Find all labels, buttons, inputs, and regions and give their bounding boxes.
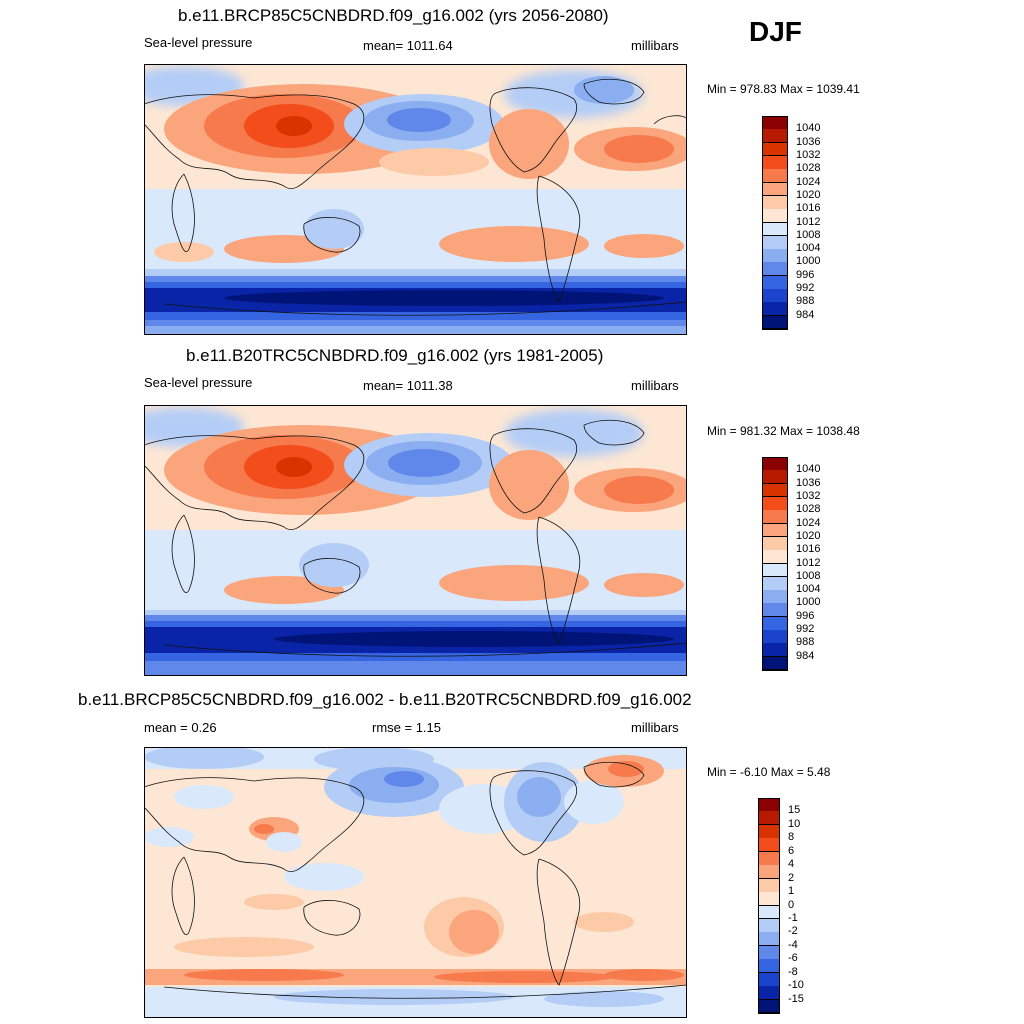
colorbar-tick-label: 1000 bbox=[796, 255, 821, 268]
colorbar-tick-label: 8 bbox=[788, 831, 795, 844]
colorbar-swatch bbox=[762, 656, 788, 671]
panel1-mean: mean= 1011.64 bbox=[363, 38, 453, 53]
panel3-units: millibars bbox=[631, 720, 679, 735]
panel1-title: b.e11.BRCP85C5CNBDRD.f09_g16.002 (yrs 20… bbox=[178, 6, 609, 25]
colorbar-frame bbox=[762, 116, 788, 329]
colorbar-tick-label: 992 bbox=[796, 623, 815, 636]
panel2-minmax: Min = 981.32 Max = 1038.48 bbox=[707, 424, 860, 438]
colorbar-tick-label: 4 bbox=[788, 858, 795, 871]
colorbar-tick-label: 1032 bbox=[796, 489, 821, 502]
colorbar-tick-label: 984 bbox=[796, 649, 815, 662]
colorbar-tick-label: 1004 bbox=[796, 242, 821, 255]
colorbar-tick-label: -8 bbox=[788, 965, 798, 978]
colorbar-tick-label: 1008 bbox=[796, 228, 821, 241]
colorbar-tick-label: 1004 bbox=[796, 583, 821, 596]
panel3-rmse: rmse = 1.15 bbox=[372, 720, 442, 735]
colorbar-tick-label: 1000 bbox=[796, 596, 821, 609]
colorbar-tick-label: 988 bbox=[796, 295, 815, 308]
panel1-units: millibars bbox=[631, 38, 679, 53]
panel2-mean: mean= 1011.38 bbox=[363, 378, 453, 393]
colorbar-tick-label: 1036 bbox=[796, 135, 821, 148]
colorbar-tick-label: 10 bbox=[788, 817, 801, 830]
colorbar-tick-label: 2 bbox=[788, 871, 795, 884]
colorbar-tick-label: 6 bbox=[788, 844, 795, 857]
panel2-left-label: Sea-level pressure bbox=[144, 375, 253, 390]
colorbar-tick-label: -1 bbox=[788, 911, 798, 924]
panel3-map bbox=[144, 747, 687, 1018]
colorbar-tick-label: 1024 bbox=[796, 175, 821, 188]
colorbar-tick-label: 1028 bbox=[796, 503, 821, 516]
colorbar-frame bbox=[762, 457, 788, 670]
colorbar-tick-label: 1012 bbox=[796, 215, 821, 228]
colorbar-swatch bbox=[762, 315, 788, 330]
colorbar-tick-label: 1040 bbox=[796, 122, 821, 135]
colorbar-tick-label: 15 bbox=[788, 804, 801, 817]
panel2-units: millibars bbox=[631, 378, 679, 393]
panel2-colorbar: 1040 1036 1032 1028 1024 1020 1016 1012 1008 1004… bbox=[762, 457, 820, 671]
colorbar-tick-label: 1036 bbox=[796, 476, 821, 489]
colorbar-tick-label: 1024 bbox=[796, 516, 821, 529]
colorbar-tick-label: 1012 bbox=[796, 556, 821, 569]
panel2-map bbox=[144, 405, 687, 676]
colorbar-tick-label: 0 bbox=[788, 898, 795, 911]
colorbar-tick-label: 1020 bbox=[796, 529, 821, 542]
colorbar-tick-label: 1032 bbox=[796, 148, 821, 161]
colorbar-tick-label: 1028 bbox=[796, 162, 821, 175]
colorbar-frame bbox=[758, 798, 780, 1013]
colorbar-tick-label: 992 bbox=[796, 282, 815, 295]
colorbar-tick-label: -15 bbox=[788, 992, 804, 1005]
colorbar-tick-label: 988 bbox=[796, 636, 815, 649]
colorbar-tick-label: 984 bbox=[796, 308, 815, 321]
colorbar-tick-label: 1016 bbox=[796, 543, 821, 556]
colorbar-tick-label: 1016 bbox=[796, 202, 821, 215]
panel2-title: b.e11.B20TRC5CNBDRD.f09_g16.002 (yrs 198… bbox=[186, 346, 604, 365]
panel1-map bbox=[144, 64, 687, 335]
panel3-colorbar: 15 10 8 6 4 2 1 0 -1 -2 -4 -6 -8 -10 -15 bbox=[758, 798, 804, 1014]
panel1-minmax: Min = 978.83 Max = 1039.41 bbox=[707, 82, 860, 96]
panel3-minmax: Min = -6.10 Max = 5.48 bbox=[707, 765, 831, 779]
colorbar-tick-label: -10 bbox=[788, 979, 804, 992]
season-label: DJF bbox=[749, 16, 802, 47]
colorbar-tick-label: 1040 bbox=[796, 463, 821, 476]
colorbar-tick-label: 996 bbox=[796, 268, 815, 281]
panel3-mean: mean = 0.26 bbox=[144, 720, 217, 735]
colorbar-tick-label: 1008 bbox=[796, 569, 821, 582]
panel1-left-label: Sea-level pressure bbox=[144, 35, 253, 50]
panel1-colorbar: 1040 1036 1032 1028 1024 1020 1016 1012 1008 1004… bbox=[762, 116, 820, 330]
colorbar-swatch bbox=[758, 999, 780, 1014]
colorbar-tick-label: 996 bbox=[796, 609, 815, 622]
colorbar-tick-label: -4 bbox=[788, 938, 798, 951]
colorbar-tick-label: 1020 bbox=[796, 188, 821, 201]
panel3-title: b.e11.BRCP85C5CNBDRD.f09_g16.002 - b.e11… bbox=[78, 690, 692, 709]
colorbar-tick-label: -6 bbox=[788, 952, 798, 965]
colorbar-tick-label: 1 bbox=[788, 885, 795, 898]
colorbar-tick-label: -2 bbox=[788, 925, 798, 938]
